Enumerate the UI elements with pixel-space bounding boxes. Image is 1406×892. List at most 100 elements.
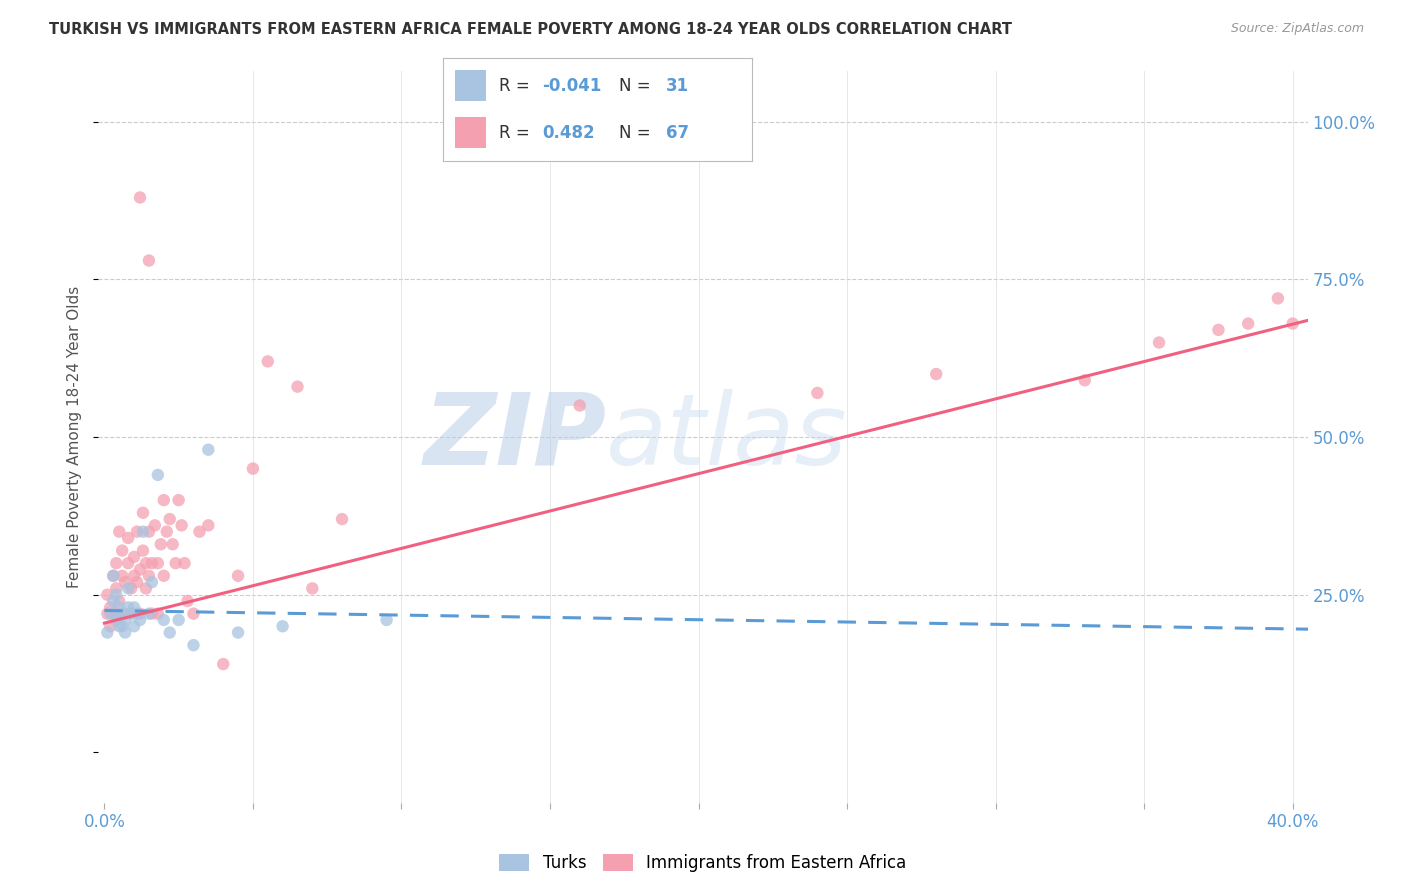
Point <box>146 607 169 621</box>
Point <box>256 354 278 368</box>
Point <box>568 399 591 413</box>
Point <box>156 524 179 539</box>
Point <box>167 493 190 508</box>
Text: N =: N = <box>619 77 657 95</box>
Point <box>176 594 198 608</box>
Point <box>120 607 142 621</box>
Y-axis label: Female Poverty Among 18-24 Year Olds: Female Poverty Among 18-24 Year Olds <box>67 286 83 588</box>
Point <box>98 619 121 633</box>
Point <box>159 512 181 526</box>
Point <box>120 582 142 596</box>
Point <box>165 556 187 570</box>
Point <box>103 569 125 583</box>
Point <box>132 506 155 520</box>
Point <box>806 386 828 401</box>
Point <box>167 613 190 627</box>
Point <box>375 613 398 627</box>
Point <box>108 619 131 633</box>
Point <box>108 524 131 539</box>
Point <box>114 607 136 621</box>
Point <box>105 582 128 596</box>
Point <box>129 607 152 621</box>
Point <box>114 625 136 640</box>
Point <box>129 562 152 576</box>
Point <box>103 607 125 621</box>
Point <box>188 524 211 539</box>
Point <box>120 607 142 621</box>
Point <box>301 582 323 596</box>
Point <box>122 569 145 583</box>
Point <box>125 607 148 621</box>
Point <box>197 518 219 533</box>
Point <box>105 556 128 570</box>
Point <box>129 190 152 204</box>
Point <box>152 569 174 583</box>
Point <box>98 600 121 615</box>
Point <box>226 625 249 640</box>
Point <box>212 657 235 671</box>
Point <box>105 588 128 602</box>
Point <box>132 524 155 539</box>
Point <box>271 619 294 633</box>
Point <box>1074 373 1097 387</box>
Point <box>925 367 948 381</box>
Point <box>103 594 125 608</box>
Point <box>287 379 309 393</box>
Point <box>138 607 160 621</box>
Point <box>143 518 166 533</box>
Point <box>197 442 219 457</box>
Point <box>149 537 172 551</box>
Point <box>108 600 131 615</box>
Text: N =: N = <box>619 124 657 142</box>
Text: 0.482: 0.482 <box>541 124 595 142</box>
Point <box>114 575 136 590</box>
Point <box>111 607 134 621</box>
Point <box>138 524 160 539</box>
Point <box>114 613 136 627</box>
Point <box>108 594 131 608</box>
Point <box>96 607 118 621</box>
Point <box>103 569 125 583</box>
Point <box>117 600 139 615</box>
Text: R =: R = <box>499 124 534 142</box>
Point <box>226 569 249 583</box>
Point <box>111 569 134 583</box>
Point <box>96 625 118 640</box>
Point <box>108 607 131 621</box>
Legend: Turks, Immigrants from Eastern Africa: Turks, Immigrants from Eastern Africa <box>492 847 914 879</box>
Text: R =: R = <box>499 77 534 95</box>
Point <box>152 613 174 627</box>
Point <box>129 613 152 627</box>
Point <box>183 638 205 652</box>
Text: -0.041: -0.041 <box>541 77 602 95</box>
Point <box>141 607 163 621</box>
Point <box>1147 335 1170 350</box>
Point <box>146 467 169 482</box>
Point <box>111 619 134 633</box>
Point <box>141 575 163 590</box>
Text: atlas: atlas <box>606 389 848 485</box>
Point <box>1281 317 1303 331</box>
Point <box>146 556 169 570</box>
Point <box>117 531 139 545</box>
Point <box>96 588 118 602</box>
Point <box>138 569 160 583</box>
Point <box>111 543 134 558</box>
Text: TURKISH VS IMMIGRANTS FROM EASTERN AFRICA FEMALE POVERTY AMONG 18-24 YEAR OLDS C: TURKISH VS IMMIGRANTS FROM EASTERN AFRIC… <box>49 22 1012 37</box>
Point <box>98 607 121 621</box>
Point <box>183 607 205 621</box>
Point <box>117 556 139 570</box>
Point <box>105 607 128 621</box>
Point <box>138 253 160 268</box>
Point <box>1208 323 1230 337</box>
Point <box>125 575 148 590</box>
Point <box>125 524 148 539</box>
Point <box>242 461 264 475</box>
Text: 67: 67 <box>665 124 689 142</box>
Point <box>122 549 145 564</box>
Point <box>330 512 353 526</box>
Point <box>122 600 145 615</box>
Point <box>173 556 195 570</box>
Point <box>162 537 184 551</box>
Point <box>117 582 139 596</box>
